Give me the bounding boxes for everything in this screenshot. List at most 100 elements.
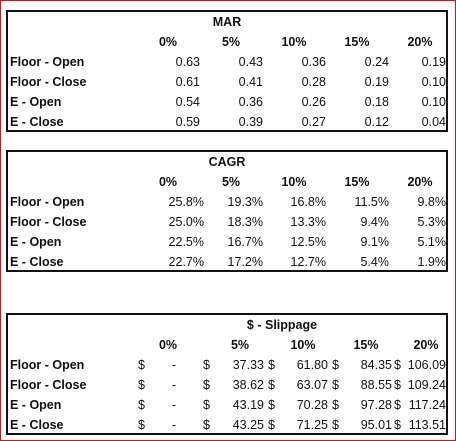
column-header: 0% [158,175,178,189]
table-row: E - Open $ - $ 43.19 $ 70.28 $ 97.28 $ 1… [8,395,446,415]
column-header: 15% [344,175,370,189]
table-cell: 12.5% [290,235,326,249]
table-cell: 0.10 [421,75,446,89]
table-cell: 84.35 [360,358,392,372]
table-cell: 70.28 [296,398,328,412]
table-row: E - Open 22.5% 16.7% 12.5% 9.1% 5.1% [8,232,446,252]
table-cell: 63.07 [296,378,328,392]
table-cell: 0.10 [421,95,446,109]
column-header: 15% [353,338,379,352]
table-title-row: $ - Slippage [8,315,446,335]
table-title: CAGR [208,155,246,169]
column-header: 20% [413,338,439,352]
currency-symbol: $ [268,418,275,432]
row-label: E - Close [10,115,64,129]
table-cell: 0.39 [238,115,263,129]
table-title-row: MAR [8,12,446,32]
currency-symbol: $ [332,358,339,372]
table-cell: 11.5% [354,195,389,209]
table-cell: - [171,418,176,432]
table-cell: 13.3% [290,215,326,229]
table-cell: 9.1% [360,235,390,249]
row-label: Floor - Open [10,358,85,372]
table-cell: 25.8% [168,195,204,209]
row-label: Floor - Close [10,215,87,229]
table-cell: 0.43 [238,55,263,69]
table-cell: 17.2% [227,255,263,269]
table-cell: 16.7% [227,235,263,249]
table-cell: 0.59 [175,115,200,129]
table-cell: 18.3% [227,215,263,229]
table-cell: 43.25 [232,418,264,432]
table-title: $ - Slippage [246,318,318,332]
table-cell: 0.41 [238,75,263,89]
currency-symbol: $ [138,378,145,392]
row-label: E - Open [10,95,62,109]
table-cell: 88.55 [360,378,392,392]
cagr-table: CAGR 0% 5% 10% 15% 20% Floor - Open 25.8… [6,150,448,272]
row-label: Floor - Open [10,55,85,69]
table-cell: - [171,378,176,392]
row-label: Floor - Open [10,195,85,209]
table-cell: 1.9% [417,255,447,269]
table-cell: - [171,358,176,372]
table-row: E - Close 22.7% 17.2% 12.7% 5.4% 1.9% [8,252,446,272]
table-row: Floor - Close 0.61 0.41 0.28 0.19 0.10 [8,72,446,92]
table-cell: 38.62 [232,378,264,392]
currency-symbol: $ [394,398,401,412]
row-label: Floor - Close [10,75,87,89]
table-cell: 9.8% [417,195,447,209]
currency-symbol: $ [332,418,339,432]
table-cell: 0.36 [301,55,326,69]
table-row: Floor - Close $ - $ 38.62 $ 63.07 $ 88.5… [8,375,446,395]
table-cell: 0.54 [175,95,200,109]
row-label: E - Close [10,255,64,269]
column-header: 10% [281,175,307,189]
table-cell: 117.24 [408,398,446,412]
table-cell: 95.01 [360,418,392,432]
column-header: 5% [230,338,250,352]
table-cell: 71.25 [296,418,328,432]
table-cell: 97.28 [360,398,392,412]
column-header: 10% [281,35,307,49]
table-cell: 0.19 [364,75,389,89]
column-header: 0% [158,338,178,352]
column-header: 5% [221,35,241,49]
table-row: Floor - Open 0.63 0.43 0.36 0.24 0.19 [8,52,446,72]
currency-symbol: $ [203,378,210,392]
table-row: Floor - Close 25.0% 18.3% 13.3% 9.4% 5.3… [8,212,446,232]
table-cell: 22.7% [168,255,204,269]
table-cell: 16.8% [290,195,326,209]
currency-symbol: $ [332,398,339,412]
table-cell: 43.19 [232,398,264,412]
row-label: E - Close [10,418,64,432]
header-row: 0% 5% 10% 15% 20% [8,32,446,52]
mar-table: MAR 0% 5% 10% 15% 20% Floor - Open 0.63 … [6,10,448,132]
table-row: Floor - Open $ - $ 37.33 $ 61.80 $ 84.35… [8,355,446,375]
table-row: Floor - Open 25.8% 19.3% 16.8% 11.5% 9.8… [8,192,446,212]
table-row: E - Close 0.59 0.39 0.27 0.12 0.04 [8,112,446,132]
table-cell: 0.28 [301,75,326,89]
table-cell: 12.7% [290,255,326,269]
table-cell: 5.1% [417,235,447,249]
currency-symbol: $ [268,378,275,392]
currency-symbol: $ [394,378,401,392]
row-label: Floor - Close [10,378,87,392]
table-cell: 0.04 [421,115,446,129]
table-cell: 0.63 [175,55,200,69]
currency-symbol: $ [268,358,275,372]
row-label: E - Open [10,235,62,249]
currency-symbol: $ [394,418,401,432]
currency-symbol: $ [268,398,275,412]
table-cell: 0.12 [364,115,389,129]
header-row: 0% 5% 10% 15% 20% [8,172,446,192]
table-cell: 106.09 [407,358,446,372]
currency-symbol: $ [332,378,339,392]
table-cell: 61.80 [296,358,328,372]
currency-symbol: $ [203,418,210,432]
table-cell: 0.19 [421,55,446,69]
table-cell: 5.4% [360,255,390,269]
currency-symbol: $ [138,418,145,432]
table-cell: 5.3% [417,215,447,229]
column-header: 20% [407,35,433,49]
